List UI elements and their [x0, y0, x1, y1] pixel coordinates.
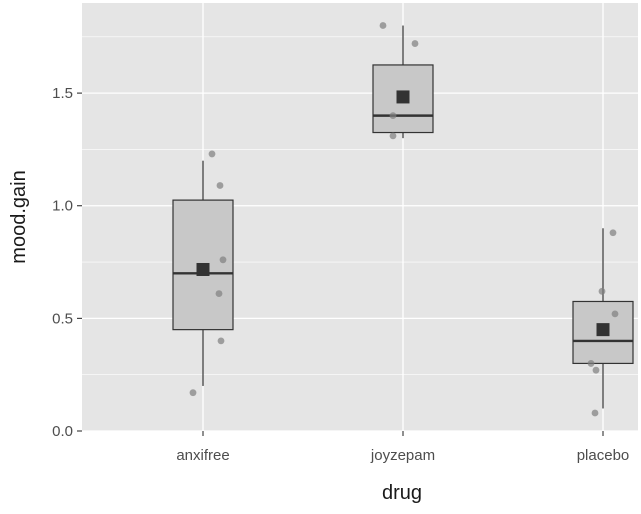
point-anxifree-2	[215, 290, 223, 297]
point-placebo-12	[587, 360, 595, 367]
point-anxifree-1	[217, 337, 225, 345]
y-tick-label: 0.0	[52, 423, 73, 440]
point-placebo-14	[598, 287, 606, 295]
mean-marker-placebo	[596, 323, 610, 337]
x-axis-title: drug	[382, 482, 422, 504]
point-placebo-13	[611, 310, 619, 318]
point-anxifree-5	[208, 150, 216, 158]
point-placebo-10	[591, 409, 599, 417]
y-tick-label: 0.5	[52, 310, 73, 327]
point-joyzepam-7	[389, 112, 397, 120]
mean-marker-joyzepam	[396, 90, 410, 104]
x-tick-label-placebo: placebo	[577, 447, 630, 464]
point-layer	[189, 22, 619, 417]
y-tick-label: 1.0	[52, 198, 73, 215]
y-tick-label: 1.5	[52, 85, 73, 102]
point-placebo-11	[592, 366, 600, 374]
point-anxifree-0	[189, 389, 197, 397]
plot-panel	[82, 3, 638, 431]
axis-layer: 0.0 0.5 1.0 1.5 anxifree joyzepam placebo	[52, 85, 629, 464]
point-anxifree-4	[216, 182, 224, 189]
point-joyzepam-8	[411, 40, 419, 47]
point-joyzepam-6	[389, 132, 397, 140]
point-placebo-15	[609, 229, 617, 237]
point-joyzepam-9	[379, 22, 387, 29]
x-tick-label-anxifree: anxifree	[176, 447, 229, 464]
mean-marker-anxifree	[196, 262, 210, 276]
y-axis-title: mood.gain	[8, 170, 30, 263]
x-tick-label-joyzepam: joyzepam	[370, 447, 435, 464]
point-anxifree-3	[219, 256, 227, 264]
